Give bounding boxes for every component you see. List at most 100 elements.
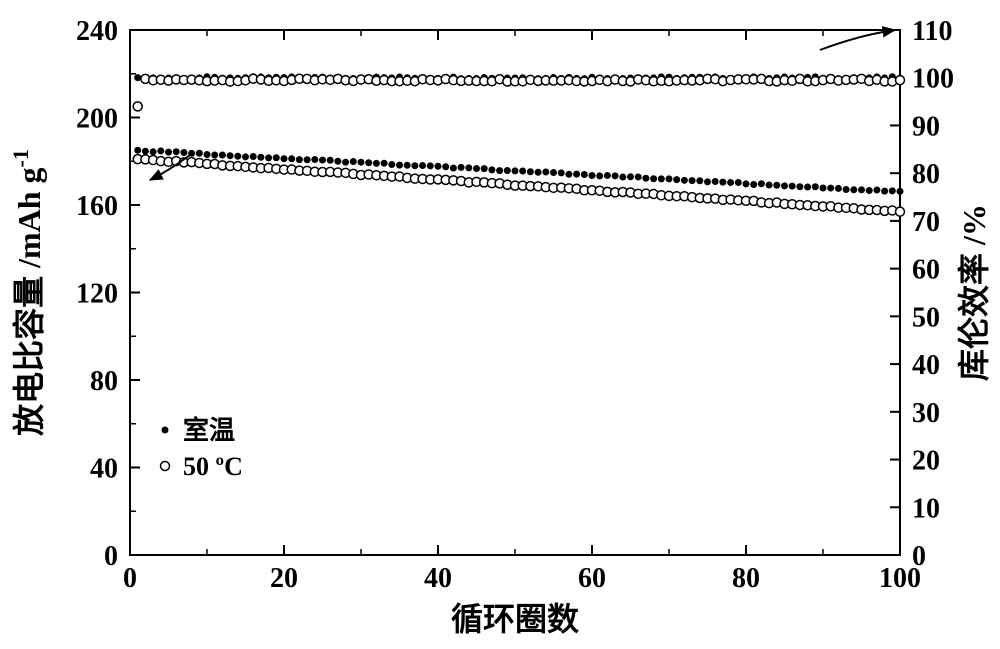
- data-point: [565, 171, 572, 178]
- data-point: [281, 155, 288, 162]
- data-point: [427, 162, 434, 169]
- data-point: [296, 156, 303, 163]
- data-point: [288, 155, 295, 162]
- data-point: [689, 177, 696, 184]
- data-point: [134, 74, 141, 81]
- data-point: [896, 207, 905, 216]
- y-right-tick-label: 100: [912, 64, 954, 95]
- y-right-axis-label: 库伦效率 /%: [956, 204, 992, 381]
- data-point: [658, 175, 665, 182]
- data-point: [257, 154, 264, 161]
- data-point: [519, 168, 526, 175]
- data-point: [850, 186, 857, 193]
- data-point: [334, 158, 341, 165]
- y-left-tick-label: 120: [76, 279, 118, 310]
- data-point: [681, 177, 688, 184]
- chart-container: 020406080100循环圈数04080120160200240放电比容量 /…: [0, 0, 1000, 649]
- data-point: [250, 153, 257, 160]
- data-point: [542, 168, 549, 175]
- data-point: [712, 178, 719, 185]
- data-point: [150, 148, 157, 155]
- data-point: [365, 159, 372, 166]
- data-point: [820, 185, 827, 192]
- x-tick-label: 20: [270, 563, 298, 594]
- data-point: [642, 175, 649, 182]
- data-series: [133, 73, 904, 216]
- data-point: [789, 183, 796, 190]
- cycling-performance-chart: 020406080100循环圈数04080120160200240放电比容量 /…: [0, 0, 1000, 649]
- y-left-tick-label: 40: [90, 454, 118, 485]
- y-right-tick-label: 70: [912, 207, 940, 238]
- legend-marker-icon: [161, 462, 170, 471]
- y-right-tick-label: 50: [912, 302, 940, 333]
- y-left-tick-label: 80: [90, 366, 118, 397]
- data-point: [204, 151, 211, 158]
- data-point: [512, 167, 519, 174]
- data-point: [134, 147, 141, 154]
- data-point: [666, 175, 673, 182]
- data-point: [488, 166, 495, 173]
- legend-label: 室温: [183, 415, 235, 445]
- data-point: [165, 149, 172, 156]
- data-point: [673, 176, 680, 183]
- y-left-tick-label: 160: [76, 191, 118, 222]
- x-axis-label: 循环圈数: [451, 601, 580, 637]
- data-point: [219, 152, 226, 159]
- data-point: [342, 159, 349, 166]
- data-point: [411, 162, 418, 169]
- data-point: [211, 152, 218, 159]
- data-point: [604, 172, 611, 179]
- y-left-axis-label: 放电比容量 /mAh g-1: [8, 149, 48, 436]
- data-point: [596, 172, 603, 179]
- data-point: [504, 167, 511, 174]
- data-point: [319, 157, 326, 164]
- plot-border: [130, 30, 900, 555]
- data-point: [550, 169, 557, 176]
- data-point: [781, 182, 788, 189]
- data-point: [635, 173, 642, 180]
- data-point: [735, 179, 742, 186]
- y-right-tick-label: 20: [912, 446, 940, 477]
- x-tick-label: 80: [732, 563, 760, 594]
- data-point: [866, 187, 873, 194]
- data-point: [227, 152, 234, 159]
- y-right-tick-label: 80: [912, 159, 940, 190]
- data-point: [650, 175, 657, 182]
- data-point: [458, 164, 465, 171]
- legend: 室温50 ºC: [161, 415, 243, 481]
- data-point: [242, 153, 249, 160]
- data-point: [327, 157, 334, 164]
- data-point: [527, 168, 534, 175]
- y-right-tick-label: 40: [912, 350, 940, 381]
- x-tick-label: 40: [424, 563, 452, 594]
- y-right-tick-label: 110: [912, 16, 952, 47]
- data-point: [843, 186, 850, 193]
- y-right-tick-label: 30: [912, 398, 940, 429]
- data-point: [396, 162, 403, 169]
- data-point: [766, 182, 773, 189]
- data-point: [142, 148, 149, 155]
- data-point: [889, 187, 896, 194]
- data-point: [234, 153, 241, 160]
- x-tick-label: 60: [578, 563, 606, 594]
- data-point: [442, 163, 449, 170]
- data-point: [827, 185, 834, 192]
- y-right-tick-label: 90: [912, 111, 940, 142]
- data-point: [481, 165, 488, 172]
- data-point: [743, 180, 750, 187]
- y-right-tick-label: 0: [912, 541, 926, 572]
- data-point: [758, 180, 765, 187]
- data-point: [381, 160, 388, 167]
- data-point: [804, 184, 811, 191]
- data-point: [796, 183, 803, 190]
- data-point: [535, 169, 542, 176]
- data-point: [496, 167, 503, 174]
- data-point: [858, 186, 865, 193]
- data-point: [473, 165, 480, 172]
- data-point: [358, 159, 365, 166]
- data-point: [373, 160, 380, 167]
- data-point: [450, 165, 457, 172]
- y-left-tick-label: 200: [76, 104, 118, 135]
- data-point: [619, 174, 626, 181]
- data-point: [435, 163, 442, 170]
